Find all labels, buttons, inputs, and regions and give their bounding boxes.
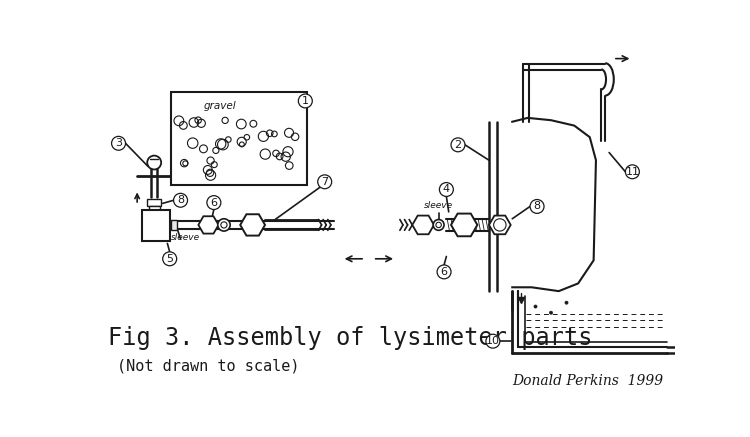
Text: 7: 7 xyxy=(321,177,328,187)
Polygon shape xyxy=(240,214,265,236)
Circle shape xyxy=(207,196,220,209)
Bar xyxy=(148,206,160,213)
Bar xyxy=(171,220,178,229)
Circle shape xyxy=(550,311,553,314)
Circle shape xyxy=(217,219,230,231)
Circle shape xyxy=(173,193,188,207)
Text: 6: 6 xyxy=(210,198,218,208)
Text: (Not drawn to scale): (Not drawn to scale) xyxy=(117,359,300,374)
Polygon shape xyxy=(413,215,434,234)
Bar xyxy=(147,199,161,206)
Text: 8: 8 xyxy=(177,195,184,205)
Text: 2: 2 xyxy=(454,140,461,150)
Circle shape xyxy=(437,265,451,279)
Text: Donald Perkins  1999: Donald Perkins 1999 xyxy=(512,375,663,388)
Text: 1: 1 xyxy=(302,96,309,106)
Text: 4: 4 xyxy=(442,184,450,194)
Text: 5: 5 xyxy=(166,254,173,264)
Bar xyxy=(147,213,161,221)
Polygon shape xyxy=(489,215,511,234)
Text: 11: 11 xyxy=(626,167,639,177)
Circle shape xyxy=(433,219,444,230)
Text: Fig 3. Assembly of lysimeter parts: Fig 3. Assembly of lysimeter parts xyxy=(108,326,592,350)
Text: 3: 3 xyxy=(115,138,122,148)
Polygon shape xyxy=(198,216,218,234)
Text: 8: 8 xyxy=(533,201,541,212)
Circle shape xyxy=(486,334,500,348)
Circle shape xyxy=(534,305,537,308)
Circle shape xyxy=(112,136,125,150)
Bar xyxy=(142,210,170,241)
Bar xyxy=(171,93,307,185)
Text: sleeve: sleeve xyxy=(424,201,453,210)
Circle shape xyxy=(626,165,639,179)
Text: gravel: gravel xyxy=(204,101,236,111)
Text: 6: 6 xyxy=(440,267,448,277)
Circle shape xyxy=(565,301,568,304)
Circle shape xyxy=(451,138,465,152)
Polygon shape xyxy=(451,214,477,236)
Circle shape xyxy=(298,94,312,108)
Circle shape xyxy=(440,183,453,196)
Text: sleeve: sleeve xyxy=(171,233,200,243)
Text: 10: 10 xyxy=(486,336,500,346)
Circle shape xyxy=(530,200,544,213)
Circle shape xyxy=(318,175,332,189)
Circle shape xyxy=(163,252,177,266)
